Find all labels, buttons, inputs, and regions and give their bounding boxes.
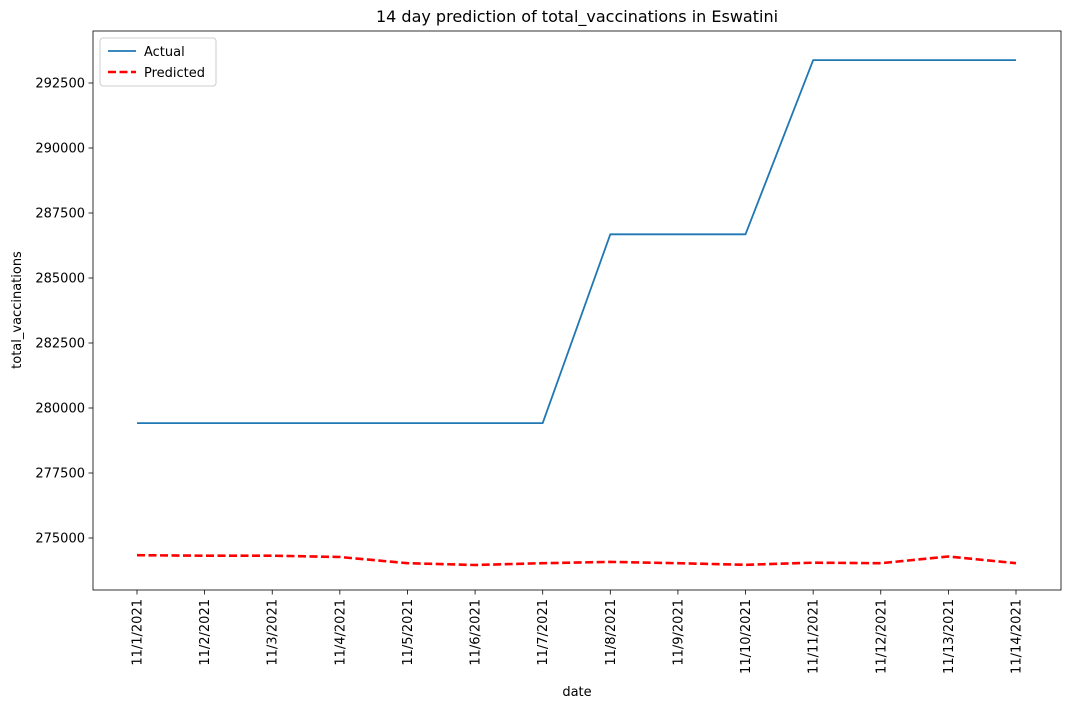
x-tick-label: 11/12/2021 (874, 599, 889, 674)
x-axis-title: date (562, 685, 591, 700)
legend-label-actual: Actual (144, 45, 185, 60)
y-tick-label: 292500 (35, 77, 85, 92)
chart-title: 14 day prediction of total_vaccinations … (376, 7, 778, 27)
x-tick-label: 11/14/2021 (1010, 599, 1025, 674)
x-tick-label: 11/8/2021 (604, 599, 619, 666)
y-tick-label: 290000 (35, 142, 85, 157)
x-tick-label: 11/2/2021 (198, 599, 213, 666)
x-tick-label: 11/13/2021 (942, 599, 957, 674)
y-tick-label: 275000 (35, 532, 85, 547)
plot-area (92, 30, 1062, 591)
x-axis: 11/1/2021 11/2/2021 11/3/2021 11/4/2021 11/5… (131, 590, 1025, 674)
legend: Actual Predicted (99, 37, 217, 87)
legend-box (99, 37, 217, 87)
y-axis-title: total_vaccinations (10, 251, 25, 369)
x-tick-label: 11/9/2021 (671, 599, 686, 666)
y-axis: 275000 277500 280000 282500 285000 287500 2900… (35, 77, 93, 547)
y-tick-label: 285000 (35, 272, 85, 287)
x-tick-label: 11/1/2021 (131, 599, 146, 666)
series-line-actual (137, 59, 1016, 425)
y-tick-label: 277500 (35, 467, 85, 482)
x-tick-label: 11/4/2021 (333, 599, 348, 666)
y-tick-label: 282500 (35, 337, 85, 352)
y-tick-label: 280000 (35, 402, 85, 417)
x-tick-label: 11/3/2021 (266, 599, 281, 666)
x-tick-label: 11/10/2021 (739, 599, 754, 674)
x-tick-label: 11/6/2021 (469, 599, 484, 666)
x-tick-label: 11/11/2021 (807, 599, 822, 674)
x-tick-label: 11/7/2021 (536, 599, 551, 666)
series-lines (136, 59, 1017, 567)
legend-label-predicted: Predicted (144, 66, 205, 81)
y-tick-label: 287500 (35, 207, 85, 222)
x-tick-label: 11/5/2021 (401, 599, 416, 666)
series-line-predicted (136, 553, 1017, 567)
